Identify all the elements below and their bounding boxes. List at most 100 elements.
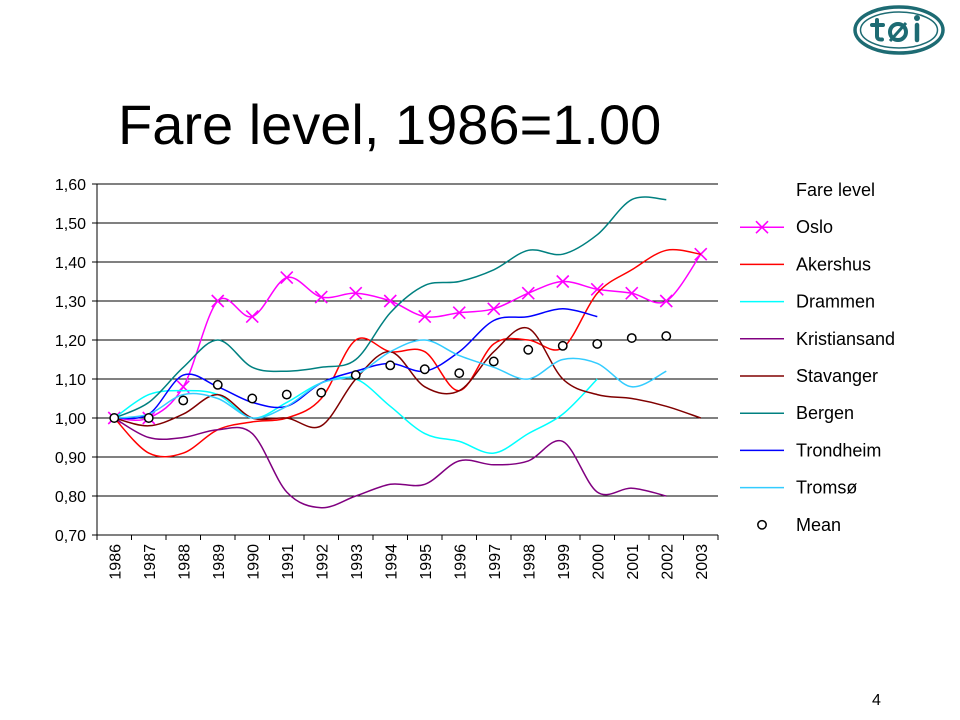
tromso-line — [114, 339, 667, 419]
series-kristiansand — [113, 417, 667, 509]
legend-item-tromso: Tromsø — [740, 478, 857, 498]
legend-swatch — [757, 519, 767, 530]
slide-number: 4 — [872, 692, 881, 709]
series-tromso — [114, 339, 667, 419]
oslo-point — [659, 294, 673, 308]
series-drammen — [113, 376, 598, 454]
series-bergen — [113, 196, 667, 419]
akershus-line — [113, 248, 701, 458]
oslo-line — [114, 253, 702, 422]
toi-logo — [853, 5, 945, 55]
y-tick-label: 1,10 — [55, 372, 86, 389]
legend-item-mean: Mean — [757, 515, 841, 535]
mean-point — [592, 338, 603, 349]
stavanger-line — [114, 326, 702, 429]
y-axis-ticks: 0,70 0,80 0,90 1,00 1,10 1,20 1,30 1,40 1,50 1,60 — [55, 177, 86, 545]
x-tick-label: 1996 — [452, 544, 469, 580]
y-tick-label: 1,60 — [55, 177, 86, 194]
legend-label: Akershus — [796, 254, 871, 274]
legend: Fare level Oslo Akershus Drammen Kristiansan… — [740, 180, 895, 535]
oslo-point — [625, 286, 639, 300]
x-tick-label: 1992 — [314, 544, 331, 580]
legend-item-trondheim: Trondheim — [740, 440, 881, 460]
mean-point — [626, 333, 637, 343]
mean-point — [143, 413, 154, 423]
slide-title: Fare level, 1986=1.00 — [118, 93, 662, 156]
series-mean — [109, 331, 672, 423]
mean-point — [178, 395, 189, 406]
x-tick-label: 1991 — [280, 544, 297, 580]
y-tick-label: 0,80 — [55, 489, 86, 506]
legend-label: Stavanger — [796, 366, 878, 386]
x-tick-label: 1993 — [349, 544, 366, 580]
legend-item-oslo: Oslo — [740, 217, 833, 237]
mean-point — [454, 368, 465, 379]
x-tick-label: 1990 — [245, 544, 262, 580]
legend-title: Fare level — [796, 180, 875, 200]
kristiansand-line — [113, 417, 667, 509]
legend-label: Trondheim — [796, 440, 881, 460]
oslo-point — [211, 294, 225, 308]
mean-point — [523, 344, 534, 355]
oslo-point — [245, 310, 259, 324]
x-tick-label: 2001 — [625, 544, 642, 580]
y-tick-label: 1,40 — [55, 255, 86, 272]
oslo-point — [590, 282, 604, 296]
oslo-point — [280, 271, 294, 285]
y-tick-label: 1,00 — [55, 411, 86, 428]
legend-label: Kristiansand — [796, 329, 895, 349]
y-tick-label: 0,90 — [55, 450, 86, 467]
x-tick-label: 2002 — [659, 544, 676, 580]
legend-marker — [755, 220, 769, 234]
legend-label: Mean — [796, 515, 841, 535]
oslo-point — [556, 274, 570, 289]
mean-point — [316, 387, 327, 398]
y-tick-label: 0,70 — [55, 528, 86, 545]
oslo-point — [487, 302, 501, 316]
x-tick-label: 1997 — [487, 544, 504, 580]
x-tick-label: 2003 — [694, 544, 711, 580]
x-tick-label: 1999 — [556, 544, 573, 580]
mean-point — [557, 340, 568, 351]
mean-point — [247, 393, 258, 404]
drammen-line — [113, 376, 598, 454]
x-tick-label: 2000 — [590, 544, 607, 580]
legend-label: Tromsø — [796, 478, 857, 498]
x-tick-label: 1987 — [142, 544, 159, 580]
y-tick-label: 1,50 — [55, 216, 86, 233]
grid-lines — [92, 183, 718, 536]
legend-item-stavanger: Stavanger — [740, 366, 878, 386]
mean-point — [419, 364, 430, 375]
x-tick-label: 1988 — [176, 544, 193, 580]
x-tick-label: 1989 — [211, 544, 228, 580]
legend-item-bergen: Bergen — [740, 403, 854, 423]
mean-point — [109, 413, 120, 423]
oslo-point — [521, 286, 535, 300]
oslo-point — [349, 286, 363, 300]
mean-point — [661, 331, 672, 342]
legend-label: Drammen — [796, 292, 875, 312]
x-axis-ticks: 1986 1987 1988 1989 1990 1991 1992 1993 1994 1995… — [96, 535, 719, 580]
mean-point — [281, 389, 292, 400]
legend-item-akershus: Akershus — [740, 254, 871, 274]
mean-point — [212, 379, 223, 390]
y-tick-label: 1,30 — [55, 294, 86, 311]
y-tick-label: 1,20 — [55, 333, 86, 350]
oslo-point — [452, 306, 466, 320]
oslo-point — [383, 294, 397, 308]
x-tick-label: 1995 — [418, 544, 435, 580]
legend-label: Bergen — [796, 403, 854, 423]
legend-label: Oslo — [796, 217, 833, 237]
series-oslo — [107, 247, 708, 425]
bergen-line — [113, 196, 667, 419]
x-tick-label: 1994 — [383, 544, 400, 580]
legend-item-drammen: Drammen — [740, 292, 875, 312]
mean-point — [385, 360, 396, 371]
series-stavanger — [114, 326, 702, 429]
legend-item-kristiansand: Kristiansand — [740, 329, 895, 349]
series-akershus — [113, 248, 701, 458]
mean-point — [350, 370, 361, 381]
mean-point — [488, 356, 499, 367]
oslo-point — [314, 290, 328, 304]
